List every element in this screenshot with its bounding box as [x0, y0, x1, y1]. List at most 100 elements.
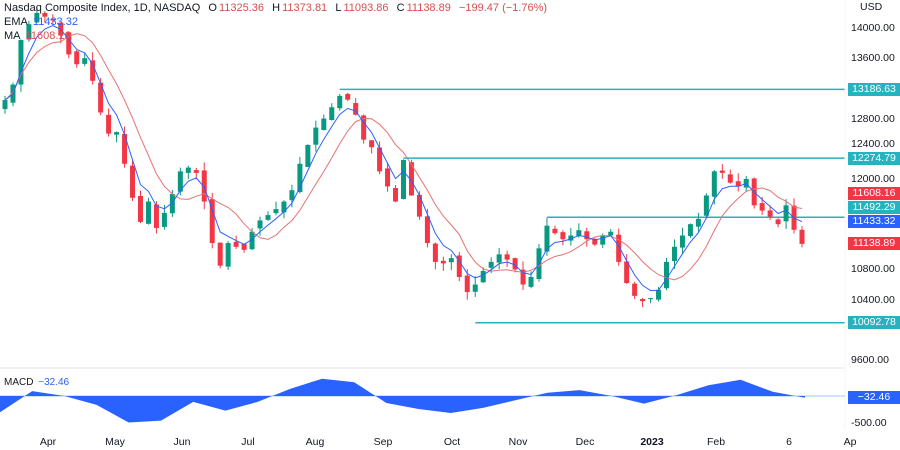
candle-body	[345, 93, 351, 100]
candle-body	[177, 171, 183, 192]
level-price-tag: 13186.63	[848, 82, 900, 96]
candle-body	[504, 254, 510, 260]
candle-body	[408, 162, 414, 196]
macd-legend[interactable]: MACD −32.46	[4, 376, 71, 390]
time-tick-label: May	[105, 436, 125, 448]
macd-tick-label: -500.00	[851, 417, 887, 429]
time-tick-label: Apr	[39, 436, 57, 448]
candle-body	[544, 225, 550, 252]
low-label: L	[335, 2, 342, 14]
price-tick-label: 13600.00	[851, 52, 895, 65]
candle-body	[432, 243, 438, 262]
candle-body	[361, 115, 367, 140]
candle-body	[50, 19, 56, 21]
candle-body	[640, 299, 646, 302]
time-tick-label: Jun	[173, 436, 191, 448]
chart-legend: Nasdaq Composite Index, 1D, NASDAQ O 1132…	[4, 1, 549, 15]
candle-body	[137, 196, 143, 222]
candle-body	[695, 218, 701, 227]
horizontal-levels	[339, 88, 845, 324]
candle-body	[679, 235, 685, 248]
candle-body	[217, 242, 223, 266]
candles	[2, 7, 805, 308]
price-tick-label: 9600.00	[851, 353, 889, 366]
candle-body	[313, 127, 319, 145]
candle-body	[209, 199, 215, 244]
close-value: 11138.89	[406, 2, 451, 14]
candle-body	[257, 220, 263, 229]
candle-body	[576, 230, 582, 237]
candle-body	[711, 171, 717, 197]
candle-body	[656, 289, 662, 300]
candle-body	[82, 58, 88, 64]
ema-value: 11433.32	[32, 16, 78, 28]
candle-body	[289, 190, 295, 201]
candle-body	[416, 194, 422, 217]
candle-body	[66, 32, 72, 55]
last-price-tag: 11138.89	[848, 237, 900, 251]
open-value: 11325.36	[218, 2, 265, 14]
candle-body	[297, 163, 303, 193]
candle-body	[472, 284, 478, 292]
candle-body	[26, 24, 32, 40]
macd-value-tag: −32.46	[848, 391, 900, 405]
candle-body	[114, 132, 120, 135]
candle-body	[193, 170, 199, 173]
price-tick-label: 10800.00	[851, 263, 895, 276]
candle-body	[767, 210, 773, 217]
candle-body	[34, 12, 40, 23]
candle-body	[353, 103, 359, 115]
candle-body	[130, 165, 136, 198]
candle-body	[385, 168, 391, 187]
time-tick-label: Jul	[241, 436, 255, 448]
time-tick-label: Feb	[706, 436, 726, 448]
ma-legend[interactable]: MA 11608.16	[4, 29, 73, 43]
candle-body	[98, 82, 104, 113]
high-value: 11373.81	[282, 2, 328, 14]
candle-body	[687, 224, 693, 237]
candle-body	[161, 212, 167, 227]
candle-body	[464, 275, 470, 293]
candle-body	[799, 229, 805, 244]
candle-body	[592, 238, 598, 245]
candle-body	[448, 258, 454, 263]
candle-body	[265, 215, 271, 220]
symbol-title[interactable]: Nasdaq Composite Index, 1D, NASDAQ	[4, 2, 201, 14]
candle-body	[329, 107, 335, 121]
candle-body	[440, 260, 446, 264]
time-tick-label: 2023	[640, 436, 664, 448]
candle-body	[735, 181, 741, 187]
close-label: C	[396, 2, 405, 14]
candle-body	[512, 258, 518, 270]
candle-body	[759, 203, 765, 211]
candle-body	[719, 170, 725, 173]
price-tick-label: 12800.00	[851, 112, 895, 125]
currency-label: USD	[860, 1, 883, 13]
candle-body	[783, 205, 789, 222]
candle-body	[496, 254, 502, 263]
candle-body	[552, 228, 558, 234]
candle-body	[321, 118, 327, 131]
candle-body	[600, 235, 606, 245]
change-value: −199.47 (−1.76%)	[458, 2, 548, 14]
candle-body	[560, 232, 566, 240]
candle-body	[616, 234, 622, 262]
candle-body	[42, 12, 48, 17]
candle-body	[185, 167, 191, 173]
candle-body	[520, 269, 526, 285]
time-tick-label: 6	[786, 436, 792, 448]
candle-body	[664, 261, 670, 289]
candle-body	[528, 276, 534, 287]
candle-body	[225, 243, 231, 267]
candle-body	[369, 140, 375, 148]
ema-legend[interactable]: EMA 11433.32	[4, 15, 80, 29]
level-price-tag: 10092.78	[848, 316, 900, 330]
ma-label: MA	[4, 30, 21, 42]
macd-label: MACD	[4, 377, 34, 388]
candle-body	[584, 231, 590, 240]
candle-body	[153, 204, 159, 228]
ma-value: 11608.16	[25, 30, 71, 42]
candle-body	[377, 147, 383, 172]
macd-value: −32.46	[38, 377, 70, 388]
